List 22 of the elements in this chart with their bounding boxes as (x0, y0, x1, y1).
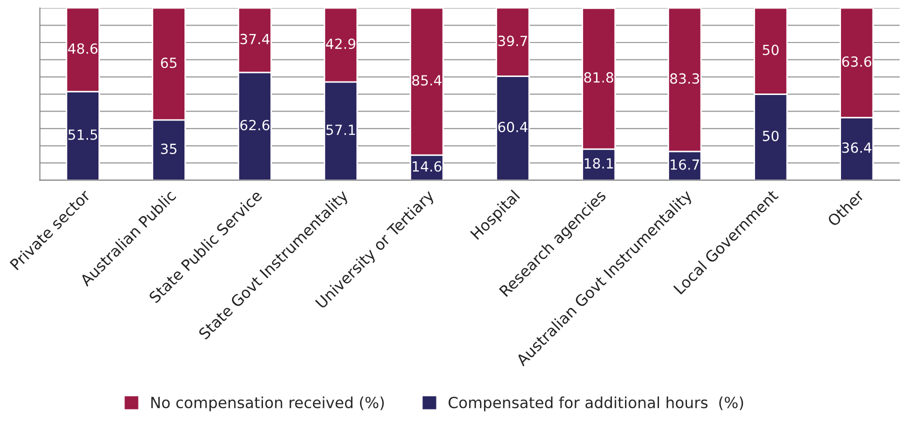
data-label: 60.4 (498, 122, 528, 132)
data-label: 39.7 (498, 36, 528, 46)
data-label: 51.5 (68, 130, 98, 140)
data-label: 85.4 (412, 75, 442, 86)
data-label: 35 (161, 144, 176, 154)
data-label: 83.3 (670, 73, 700, 84)
data-label: 62.6 (240, 120, 270, 130)
data-label: 14.6 (412, 161, 442, 172)
data-label: 37.4 (240, 34, 270, 44)
data-label: 48.6 (68, 43, 98, 54)
legend-label: Compensated for additional hours (%) (448, 396, 744, 412)
data-label: 50 (762, 130, 779, 142)
data-label: 16.7 (670, 159, 699, 170)
data-label: 42.9 (326, 38, 356, 50)
data-label: 65 (160, 58, 176, 68)
data-label: 50 (762, 44, 779, 56)
data-label: 57.1 (326, 124, 355, 136)
data-label: 18.1 (584, 158, 613, 169)
data-label: 36.4 (842, 142, 872, 153)
data-label: 63.6 (842, 56, 872, 67)
data-label: 81.8 (584, 72, 614, 83)
legend-label: No compensation received (%) (151, 396, 384, 412)
